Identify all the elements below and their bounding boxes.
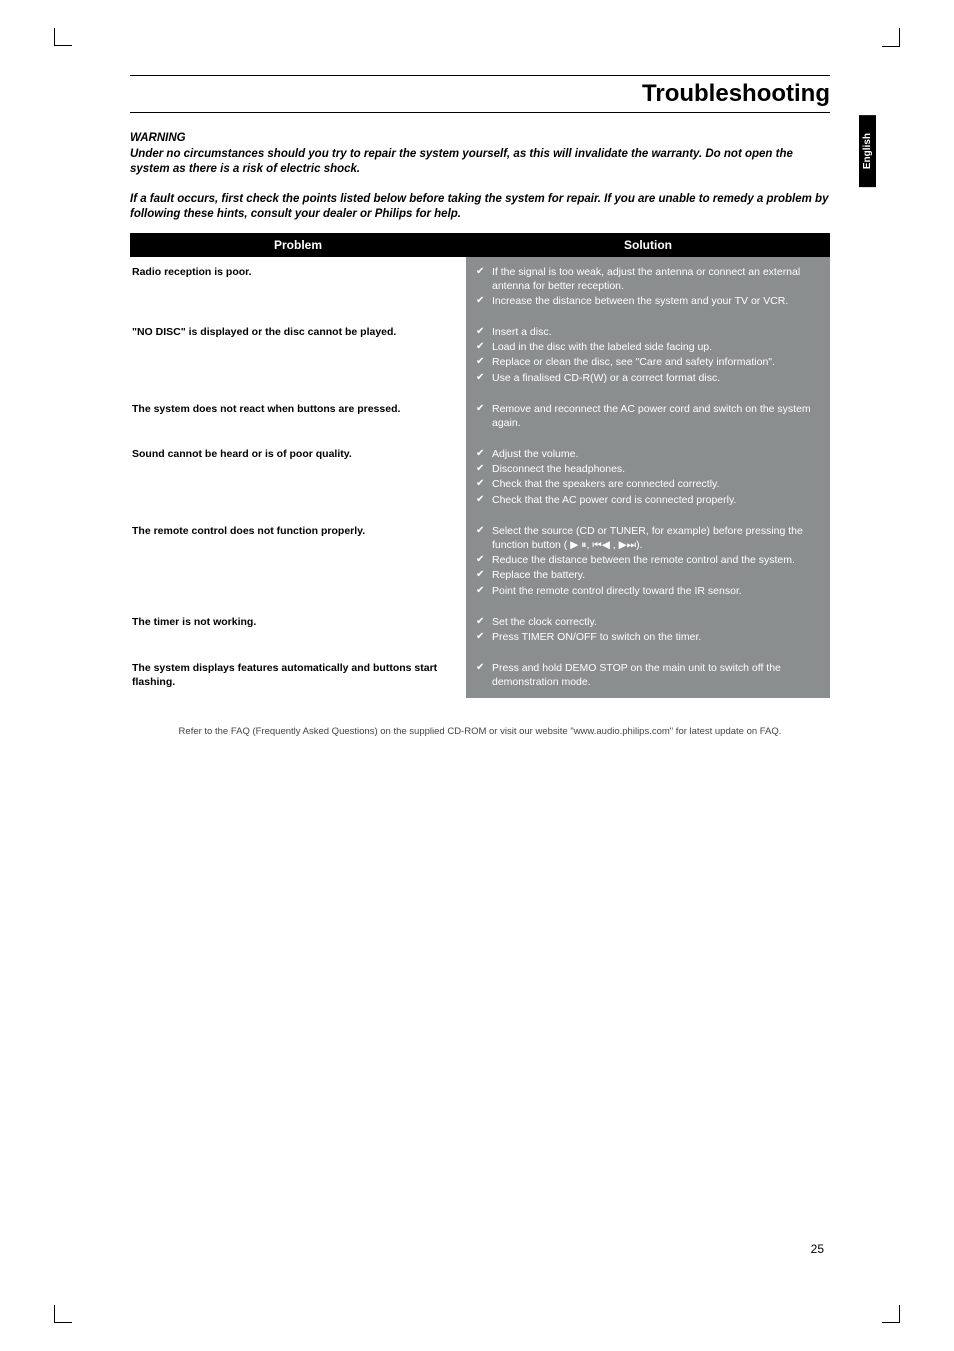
table-row: The system does not react when buttons a…	[130, 394, 830, 439]
crop-mark-tr-v	[899, 28, 900, 46]
solution-item: Insert a disc.	[476, 325, 820, 339]
solution-item: Press and hold DEMO STOP on the main uni…	[476, 661, 820, 689]
problem-cell: The timer is not working.	[130, 607, 466, 653]
solution-item: Remove and reconnect the AC power cord a…	[476, 402, 820, 430]
problem-cell: The system does not react when buttons a…	[130, 394, 466, 439]
table-row: Radio reception is poor. If the signal i…	[130, 257, 830, 318]
problem-cell: The system displays features automatical…	[130, 653, 466, 698]
table-row: The remote control does not function pro…	[130, 516, 830, 607]
table-header: Problem Solution	[130, 233, 830, 257]
solution-item: Adjust the volume.	[476, 447, 820, 461]
warning-block: WARNING Under no circumstances should yo…	[130, 131, 830, 178]
crop-mark-bl-h	[54, 1322, 72, 1323]
solution-cell: Remove and reconnect the AC power cord a…	[466, 394, 830, 439]
footnote: Refer to the FAQ (Frequently Asked Quest…	[130, 726, 830, 738]
solution-item: Check that the AC power cord is connecte…	[476, 493, 820, 507]
warning-label: WARNING	[130, 131, 830, 147]
page-number: 25	[811, 1242, 824, 1256]
solution-item: Load in the disc with the labeled side f…	[476, 340, 820, 354]
solution-item: Replace or clean the disc, see "Care and…	[476, 355, 820, 369]
page-title: Troubleshooting	[642, 80, 830, 112]
crop-mark-br-v	[899, 1305, 900, 1323]
solution-cell: Press and hold DEMO STOP on the main uni…	[466, 653, 830, 698]
solution-item: If the signal is too weak, adjust the an…	[476, 265, 820, 293]
solution-item: Disconnect the headphones.	[476, 462, 820, 476]
table-row: "NO DISC" is displayed or the disc canno…	[130, 317, 830, 394]
crop-mark-bl-v	[54, 1305, 55, 1323]
th-problem: Problem	[130, 233, 466, 257]
solution-item: Press TIMER ON/OFF to switch on the time…	[476, 630, 820, 644]
table-row: The system displays features automatical…	[130, 653, 830, 698]
solution-item: Increase the distance between the system…	[476, 294, 820, 308]
crop-mark-tl	[54, 28, 72, 46]
page-content: Troubleshooting WARNING Under no circums…	[130, 75, 830, 739]
solution-item: Reduce the distance between the remote c…	[476, 553, 820, 567]
solution-item: Replace the battery.	[476, 568, 820, 582]
problem-cell: Sound cannot be heard or is of poor qual…	[130, 439, 466, 516]
solution-item: Check that the speakers are connected co…	[476, 477, 820, 491]
title-underline	[130, 112, 830, 113]
problem-cell: Radio reception is poor.	[130, 257, 466, 318]
troubleshooting-table: Problem Solution Radio reception is poor…	[130, 233, 830, 699]
solution-cell: If the signal is too weak, adjust the an…	[466, 257, 830, 318]
problem-cell: The remote control does not function pro…	[130, 516, 466, 607]
solution-item: Point the remote control directly toward…	[476, 584, 820, 598]
table-row: The timer is not working. Set the clock …	[130, 607, 830, 653]
top-rule	[130, 75, 830, 76]
th-solution: Solution	[466, 233, 830, 257]
problem-cell: "NO DISC" is displayed or the disc canno…	[130, 317, 466, 394]
crop-mark-tr-h	[882, 46, 900, 47]
warning-text: Under no circumstances should you try to…	[130, 147, 830, 178]
solution-cell: Set the clock correctly. Press TIMER ON/…	[466, 607, 830, 653]
solution-item: Select the source (CD or TUNER, for exam…	[476, 524, 820, 552]
solution-item: Use a finalised CD-R(W) or a correct for…	[476, 371, 820, 385]
solution-cell: Adjust the volume. Disconnect the headph…	[466, 439, 830, 516]
intro-text: If a fault occurs, first check the point…	[130, 192, 830, 223]
crop-mark-br-h	[882, 1322, 900, 1323]
solution-item: Set the clock correctly.	[476, 615, 820, 629]
table-row: Sound cannot be heard or is of poor qual…	[130, 439, 830, 516]
solution-cell: Insert a disc. Load in the disc with the…	[466, 317, 830, 394]
language-tab: English	[859, 115, 876, 187]
solution-cell: Select the source (CD or TUNER, for exam…	[466, 516, 830, 607]
